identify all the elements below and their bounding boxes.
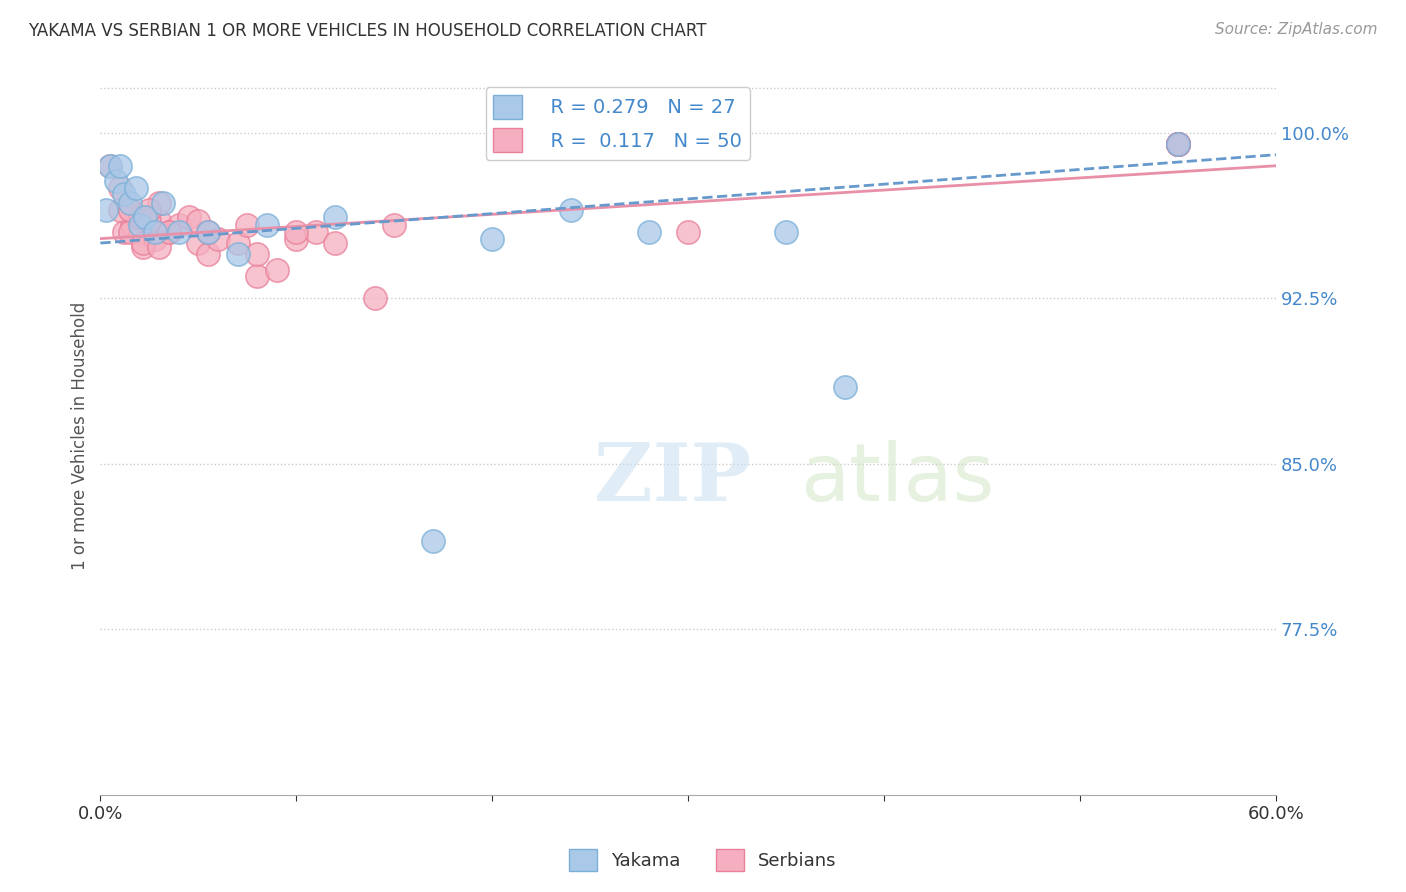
Point [118, 196, 141, 211]
Point [285, 232, 308, 246]
Point [187, 214, 209, 228]
Point [1167, 136, 1189, 151]
Point [112, 225, 135, 239]
Point [1167, 136, 1189, 151]
Point [834, 379, 856, 393]
Point [128, 225, 150, 239]
Point [148, 240, 170, 254]
Point [285, 225, 308, 239]
Point [138, 214, 160, 228]
Point [98, 159, 121, 173]
Point [1167, 136, 1189, 151]
Y-axis label: 1 or more Vehicles in Household: 1 or more Vehicles in Household [72, 302, 89, 570]
Point [134, 210, 156, 224]
Text: Source: ZipAtlas.com: Source: ZipAtlas.com [1215, 22, 1378, 37]
Text: atlas: atlas [800, 441, 994, 518]
Point [1167, 136, 1189, 151]
Point [148, 196, 170, 211]
Point [98, 159, 121, 173]
Point [197, 225, 219, 239]
Point [138, 214, 160, 228]
Point [187, 235, 209, 250]
Point [1167, 136, 1189, 151]
Point [112, 187, 135, 202]
Point [148, 214, 170, 228]
Point [157, 225, 180, 239]
Point [167, 219, 190, 233]
Point [105, 174, 128, 188]
Point [132, 240, 155, 254]
Point [560, 202, 582, 217]
Point [128, 210, 150, 224]
Point [157, 225, 180, 239]
Point [152, 196, 174, 211]
Point [246, 269, 269, 284]
Text: YAKAMA VS SERBIAN 1 OR MORE VEHICLES IN HOUSEHOLD CORRELATION CHART: YAKAMA VS SERBIAN 1 OR MORE VEHICLES IN … [28, 22, 707, 40]
Point [143, 232, 166, 246]
Point [197, 247, 219, 261]
Point [1167, 136, 1189, 151]
Point [118, 225, 141, 239]
Legend: Yakama, Serbians: Yakama, Serbians [562, 842, 844, 879]
Point [676, 225, 699, 239]
Point [266, 262, 288, 277]
Point [1167, 136, 1189, 151]
Point [226, 235, 249, 250]
Point [167, 225, 190, 239]
Point [108, 202, 131, 217]
Text: ZIP: ZIP [595, 441, 751, 518]
Point [256, 219, 278, 233]
Point [128, 219, 150, 233]
Point [96, 202, 118, 217]
Point [638, 225, 661, 239]
Point [363, 291, 385, 305]
Point [481, 232, 503, 246]
Point [305, 225, 328, 239]
Point [382, 219, 405, 233]
Point [108, 159, 131, 173]
Point [246, 247, 269, 261]
Point [124, 210, 146, 224]
Point [325, 235, 347, 250]
Point [207, 232, 229, 246]
Point [143, 225, 166, 239]
Point [1167, 136, 1189, 151]
Legend:   R = 0.279   N = 27,   R =  0.117   N = 50: R = 0.279 N = 27, R = 0.117 N = 50 [485, 87, 749, 160]
Point [775, 225, 797, 239]
Point [132, 235, 155, 250]
Point [1167, 136, 1189, 151]
Point [124, 181, 146, 195]
Point [325, 210, 347, 224]
Point [177, 210, 200, 224]
Point [108, 181, 131, 195]
Point [236, 219, 259, 233]
Point [121, 219, 143, 233]
Point [197, 225, 219, 239]
Point [118, 202, 141, 217]
Point [422, 534, 444, 549]
Point [138, 202, 160, 217]
Point [226, 247, 249, 261]
Point [118, 202, 141, 217]
